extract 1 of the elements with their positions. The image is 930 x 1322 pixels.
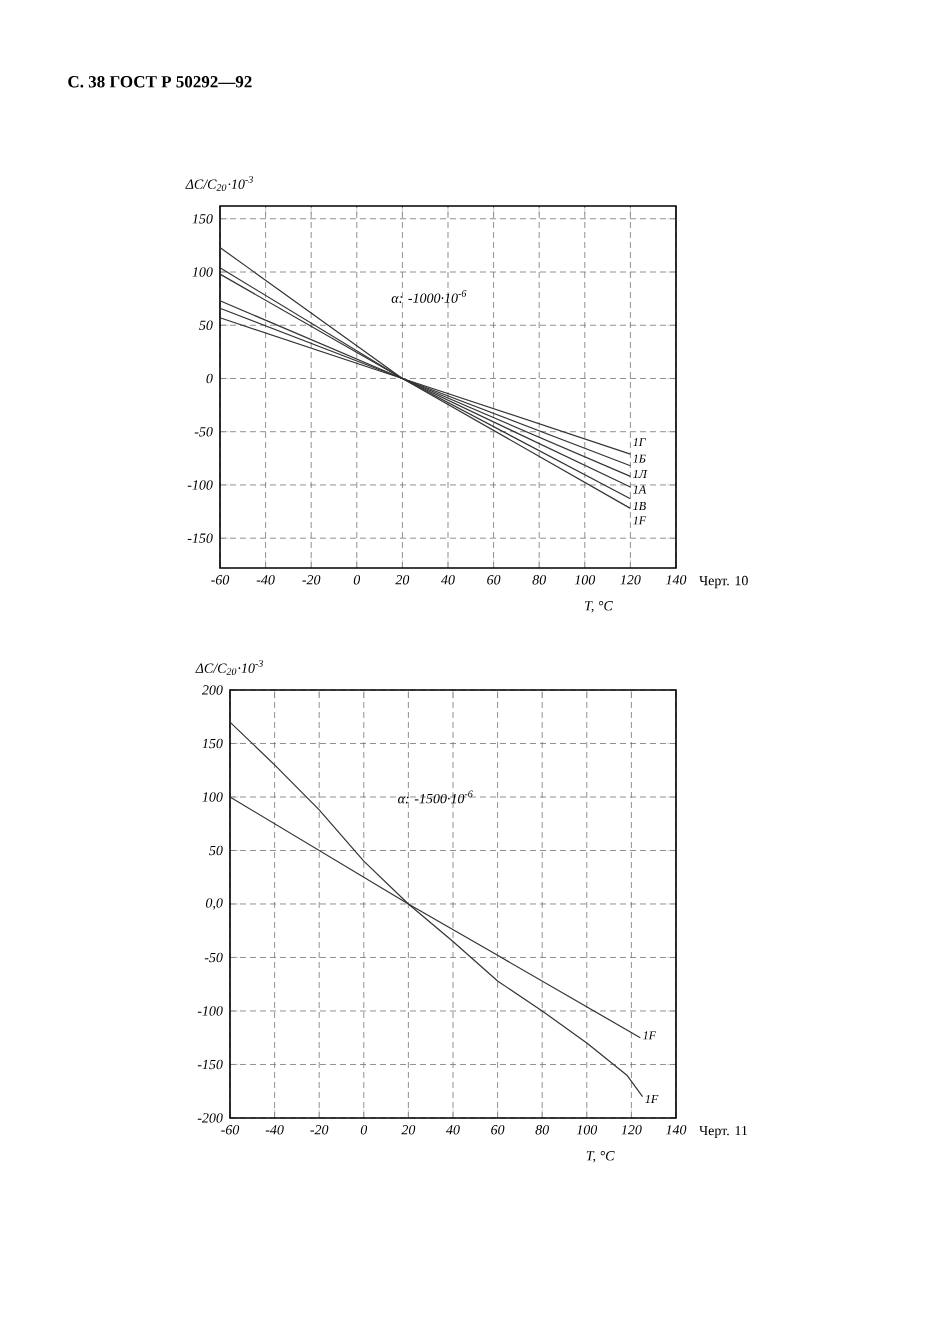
chart-title: С. 38 ГОСТ Р 50292—92	[68, 76, 252, 88]
